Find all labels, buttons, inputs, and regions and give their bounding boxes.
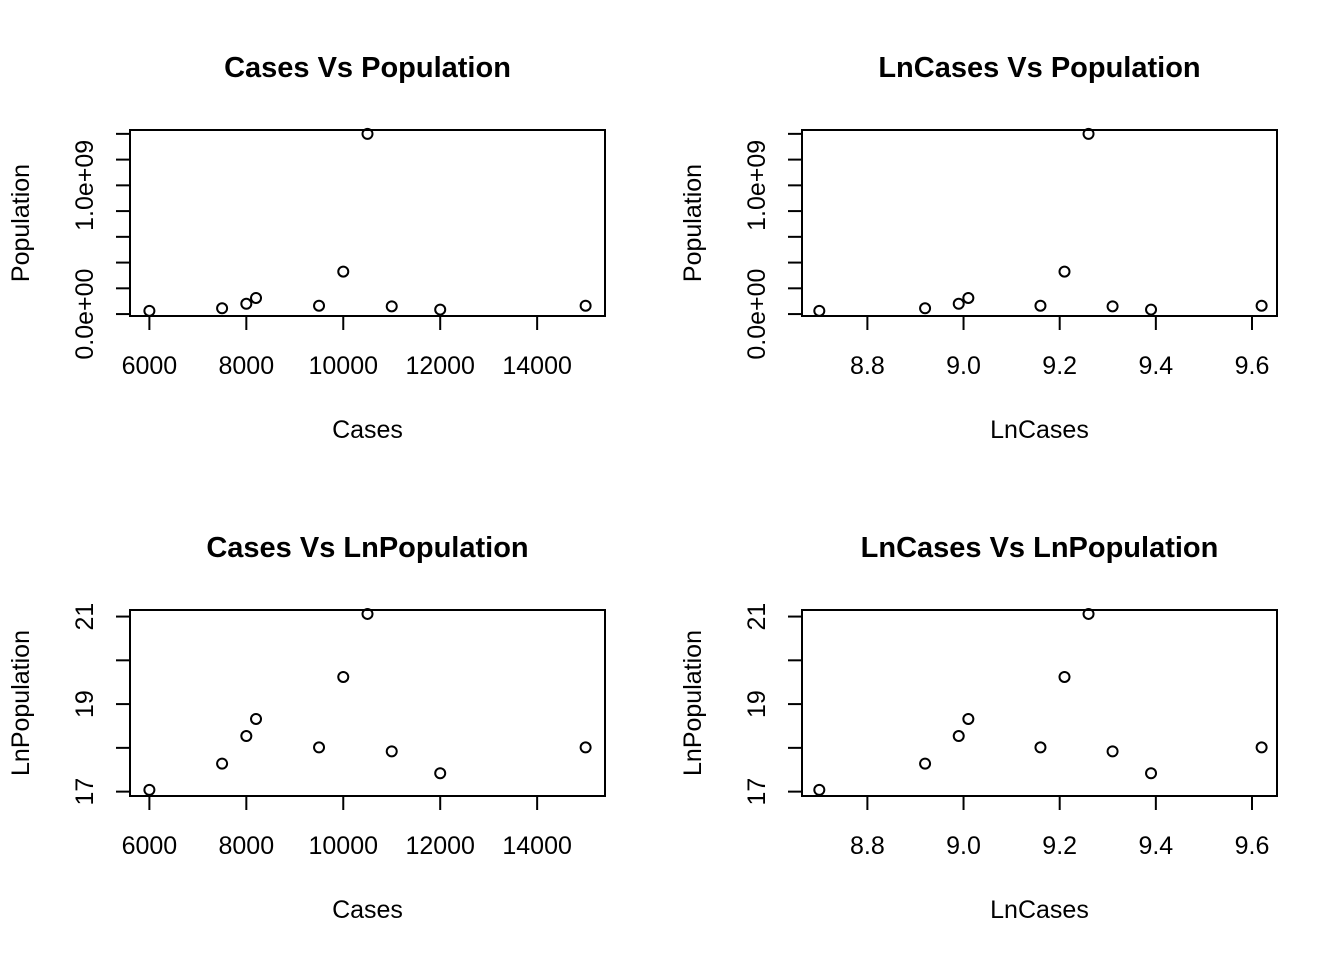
x-tick-label: 8.8 bbox=[850, 832, 885, 860]
data-point bbox=[1255, 299, 1268, 312]
y-tick-label: 17 bbox=[743, 778, 771, 806]
x-tick-label: 12000 bbox=[405, 352, 475, 380]
panel-4: LnCases Vs LnPopulation 8.8 9.0 9.2 9.4 9.6 17… bbox=[679, 532, 1278, 924]
y-tick-label: 1.0e+09 bbox=[71, 140, 99, 231]
x-tick-label: 10000 bbox=[308, 832, 378, 860]
y-tick-label: 0.0e+00 bbox=[71, 269, 99, 360]
chart-title: LnCases Vs Population bbox=[878, 52, 1200, 84]
x-tick-label: 9.6 bbox=[1235, 832, 1270, 860]
chart-title: Cases Vs LnPopulation bbox=[206, 532, 528, 564]
data-point bbox=[919, 757, 932, 770]
x-axis-label: Cases bbox=[332, 896, 403, 924]
data-point bbox=[1106, 300, 1119, 313]
data-point bbox=[962, 291, 975, 304]
plot-box bbox=[129, 129, 606, 317]
x-axis-label: Cases bbox=[332, 416, 403, 444]
data-point bbox=[250, 712, 263, 725]
y-tick-label: 1.0e+09 bbox=[743, 140, 771, 231]
data-point bbox=[1058, 265, 1071, 278]
data-point bbox=[952, 297, 965, 310]
x-tick-label: 8.8 bbox=[850, 352, 885, 380]
x-axis-label: LnCases bbox=[990, 896, 1089, 924]
x-tick-label: 9.0 bbox=[946, 352, 981, 380]
y-axis-label: LnPopulation bbox=[679, 630, 707, 776]
x-tick-label: 8000 bbox=[219, 832, 275, 860]
data-point bbox=[385, 300, 398, 313]
data-point bbox=[143, 304, 156, 317]
x-tick-label: 14000 bbox=[502, 832, 572, 860]
x-tick-label: 8000 bbox=[219, 352, 275, 380]
data-point bbox=[579, 299, 592, 312]
data-point bbox=[579, 741, 592, 754]
data-point bbox=[385, 745, 398, 758]
panel-3: Cases Vs LnPopulation 6000 8000 10000 12000 1… bbox=[7, 532, 606, 924]
data-point bbox=[1106, 745, 1119, 758]
data-point bbox=[434, 303, 447, 316]
data-point bbox=[240, 730, 253, 743]
x-tick-label: 9.6 bbox=[1235, 352, 1270, 380]
x-tick-label: 6000 bbox=[122, 352, 178, 380]
data-point bbox=[813, 304, 826, 317]
x-tick-label: 9.2 bbox=[1042, 352, 1077, 380]
data-point bbox=[1082, 607, 1095, 620]
y-axis-label: Population bbox=[7, 164, 35, 282]
data-point bbox=[1145, 303, 1158, 316]
data-point bbox=[962, 712, 975, 725]
data-point bbox=[1034, 299, 1047, 312]
y-axis-label: Population bbox=[679, 164, 707, 282]
chart-title: LnCases Vs LnPopulation bbox=[861, 532, 1219, 564]
data-point bbox=[434, 767, 447, 780]
y-tick-label: 21 bbox=[743, 603, 771, 631]
data-point bbox=[361, 607, 374, 620]
data-point bbox=[361, 127, 374, 140]
data-point bbox=[952, 730, 965, 743]
panel-2: LnCases Vs Population 8.8 9.0 9.2 9.4 9.6 0.0e… bbox=[679, 52, 1278, 444]
y-tick-label: 0.0e+00 bbox=[743, 269, 771, 360]
data-point bbox=[1255, 741, 1268, 754]
data-point bbox=[1145, 767, 1158, 780]
x-tick-label: 6000 bbox=[122, 832, 178, 860]
x-axis-label: LnCases bbox=[990, 416, 1089, 444]
plot-box bbox=[129, 609, 606, 797]
data-point bbox=[240, 297, 253, 310]
y-tick-label: 21 bbox=[71, 603, 99, 631]
y-axis-label: LnPopulation bbox=[7, 630, 35, 776]
data-point bbox=[313, 741, 326, 754]
data-point bbox=[143, 783, 156, 796]
y-tick-label: 19 bbox=[71, 690, 99, 718]
data-point bbox=[813, 783, 826, 796]
y-tick-label: 19 bbox=[743, 690, 771, 718]
data-point bbox=[313, 299, 326, 312]
x-tick-label: 9.0 bbox=[946, 832, 981, 860]
x-tick-label: 9.2 bbox=[1042, 832, 1077, 860]
data-point bbox=[1082, 127, 1095, 140]
y-tick-label: 17 bbox=[71, 778, 99, 806]
data-point bbox=[337, 670, 350, 683]
data-point bbox=[337, 265, 350, 278]
x-tick-label: 9.4 bbox=[1138, 352, 1173, 380]
plot-box bbox=[801, 609, 1278, 797]
data-point bbox=[250, 291, 263, 304]
x-tick-label: 10000 bbox=[308, 352, 378, 380]
data-point bbox=[216, 302, 229, 315]
panel-1: Cases Vs Population 6000 8000 10000 12000 140… bbox=[7, 52, 606, 444]
x-tick-label: 14000 bbox=[502, 352, 572, 380]
x-tick-label: 12000 bbox=[405, 832, 475, 860]
chart-title: Cases Vs Population bbox=[224, 52, 511, 84]
plot-box bbox=[801, 129, 1278, 317]
data-point bbox=[919, 302, 932, 315]
data-point bbox=[1058, 670, 1071, 683]
data-point bbox=[216, 757, 229, 770]
x-tick-label: 9.4 bbox=[1138, 832, 1173, 860]
data-point bbox=[1034, 741, 1047, 754]
